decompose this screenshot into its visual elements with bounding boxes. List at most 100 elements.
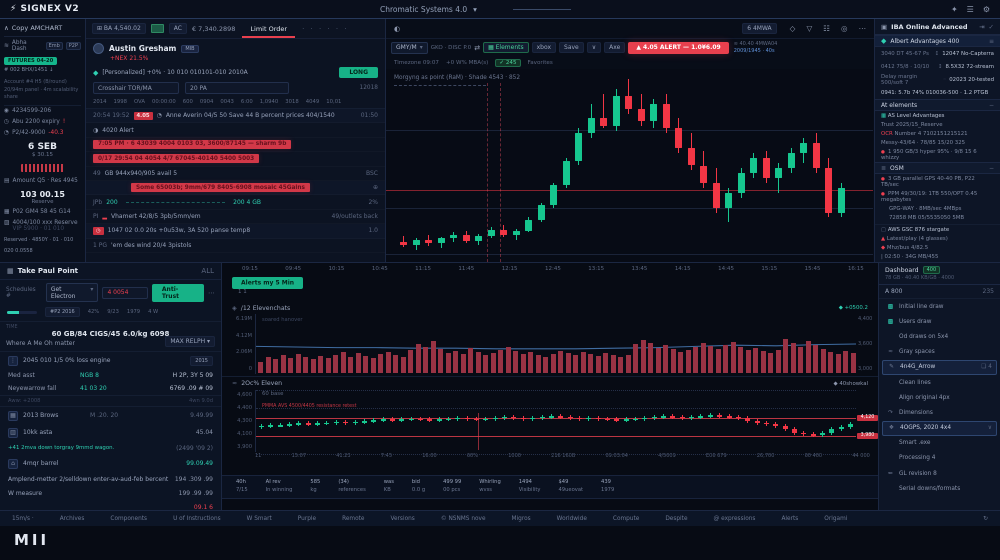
position-row[interactable]: Amplend-metter 2/selldown enter-av-aud-f…	[0, 472, 221, 486]
alert-feed-row[interactable]: 7:05 PM · 6 43039 4004 0103 03, 3600/871…	[86, 138, 385, 152]
footer-link[interactable]: Origami	[824, 515, 848, 522]
sidebar-item-account[interactable]: ◉ 4234599-206	[4, 108, 52, 114]
footer-link[interactable]: U of Instructions	[173, 515, 221, 522]
layout-icon[interactable]: ☷	[823, 24, 830, 33]
alert-feed-row[interactable]: 20:54 19:52 4.05 ◔ Anne Averin 04/5 50 Save…	[86, 109, 385, 124]
caret-chip[interactable]: ∨	[586, 42, 602, 53]
list-icon[interactable]: ≡	[988, 37, 994, 45]
tool-row[interactable]: ≈ Gray spaces	[882, 345, 997, 360]
mwa-chip[interactable]: 6 4MWA	[742, 23, 777, 34]
sidebar-item-dash[interactable]: ≋ Abha Dash Emb P2P	[4, 37, 81, 54]
footer-link[interactable]: @ expressions	[713, 515, 756, 522]
alert-button[interactable]: ▲ 4.05 ALERT — 1.0¥6.09	[628, 41, 729, 54]
sidebar-item-p2[interactable]: ◔ P2/42-9000 -40.3	[4, 130, 64, 136]
section-advantages[interactable]: ◆ Albert Advantages 400 ≡	[875, 35, 1000, 47]
tool-row[interactable]: Smart .exe	[882, 436, 997, 451]
title-caret-icon[interactable]: ▾	[473, 5, 477, 14]
tool-row[interactable]: ▩ Initial line draw	[882, 299, 997, 314]
sidebar-item-grid[interactable]: ▦ P02 GM4 58 45 G14	[4, 209, 71, 215]
tool-row[interactable]: ↷ Dimensions	[882, 405, 997, 420]
timezone-label[interactable]: Timezone 09:07	[394, 59, 439, 66]
dock-icon[interactable]: ⇥	[979, 22, 985, 31]
refresh-icon[interactable]: ↻	[983, 515, 988, 522]
axe-chip[interactable]: Axe	[604, 42, 626, 53]
footer-link[interactable]: W Smart	[246, 515, 272, 522]
tool-row[interactable]: Od draws on 5x4	[882, 329, 997, 344]
all-filter[interactable]: ALL	[201, 267, 214, 275]
advantages-row[interactable]: ▦ AS Level Advantages	[881, 112, 945, 119]
settings-icon[interactable]: ⚙	[982, 4, 990, 14]
footer-link[interactable]: Archives	[59, 515, 85, 522]
long-button[interactable]: LONG	[339, 67, 378, 78]
section-osm[interactable]: ≣ OSM −	[875, 162, 1000, 174]
sidebar-item-amount[interactable]: ▤ Amount Q5 · Res 4945	[4, 178, 78, 184]
alert-feed-row[interactable]: 49 GB 944x940/905 avail 5 BSC	[86, 167, 385, 181]
loss-engine-row[interactable]: ⋮ 2045 010 1/5 0% loss engine 2015	[0, 352, 221, 369]
balance-chip[interactable]: ⊞ BA 4,540.02	[92, 23, 146, 34]
futures-pill[interactable]: FUTURES 04-20	[4, 57, 58, 65]
xbox-chip[interactable]: xbox	[531, 42, 557, 53]
tool-row[interactable]: ✏ GL revision 8	[882, 466, 997, 481]
position-row[interactable]: ⌂ 4mqr barrel 99.09.49	[0, 455, 221, 472]
second-chart[interactable]: 4,600 4,400 4,300 4,100 3,900 60 base PMMA A…	[222, 389, 878, 459]
pin-icon[interactable]: ◎	[840, 24, 848, 33]
max-relph-button[interactable]: MAX RELPH ▾	[165, 336, 215, 347]
footer-link[interactable]: Purple	[297, 515, 317, 522]
footer-link[interactable]: © NSNMS nove	[440, 515, 486, 522]
position-row[interactable]: ▦ 2013 Brows M .20. 20 9.49.99	[0, 407, 221, 424]
p2-chip[interactable]: #P2 2016	[45, 307, 80, 317]
footer-link[interactable]: Components	[110, 515, 148, 522]
footer-link[interactable]: Despite	[665, 515, 688, 522]
check-chip[interactable]: ✓ 245	[495, 58, 521, 67]
tool-action[interactable]: ❏ 4	[981, 364, 992, 371]
tool-row[interactable]: Clean lines	[882, 375, 997, 390]
tool-row[interactable]: ▩ Users draw	[882, 314, 997, 329]
sidebar-header[interactable]: ∧ Copy AMCHART	[4, 22, 81, 37]
spark-icon[interactable]: ✦	[950, 4, 958, 14]
alerts-5min-button[interactable]: Alerts my 5 Min	[232, 276, 304, 289]
footer-link[interactable]: Alerts	[781, 515, 799, 522]
footer-link[interactable]: Worldwide	[556, 515, 587, 522]
mini-chart-thumb[interactable]	[150, 24, 164, 33]
volume-chart[interactable]: 6.19M 4.12M 2.06M 0 soared hanover 4,400 3,6…	[222, 314, 878, 374]
alert-feed-row[interactable]: Some 65003b; 9mm/679 8405-6908 mosaic 45…	[86, 180, 385, 196]
position-row[interactable]: W measure 199 .99 .99	[0, 486, 221, 500]
compass-icon[interactable]: ◇	[789, 24, 796, 33]
half-circle-icon[interactable]: ◐	[394, 24, 401, 33]
tool-row[interactable]: Processing 4	[882, 451, 997, 466]
alert-feed-row[interactable]: 0/17 29:54 04 4054 4/7 67045-40140 5400 …	[86, 152, 385, 166]
tab-limit-order[interactable]: Limit Order	[240, 22, 297, 38]
elements-chip[interactable]: ▦ Elements	[483, 42, 529, 53]
symbol-select[interactable]: GMY/M ▾	[391, 41, 428, 54]
candlestick-chart[interactable]: Morgyng as point (RaM) · Shade 4543 · 85…	[386, 69, 873, 262]
ac-chip[interactable]: AC	[168, 23, 187, 34]
alert-feed-row[interactable]: PI ▂ Vhamert 42/8/5 3pb/5mm/em 49/outlets b…	[86, 210, 385, 224]
alert-feed-row[interactable]: 1 PG 'em des wind 20/4 3pistols	[86, 239, 385, 253]
position-row[interactable]: ▥ 10kk asta 45.04	[0, 424, 221, 441]
footer-link[interactable]: Compute	[612, 515, 640, 522]
more-icon[interactable]: ⋯	[858, 24, 867, 33]
tool-row[interactable]: Align original 4px	[882, 390, 997, 405]
collapse-icon[interactable]: −	[988, 164, 994, 172]
aws-row[interactable]: ▢ AWS GSC 876 stargate	[875, 224, 1000, 234]
avatar[interactable]	[93, 43, 104, 54]
favorites-label[interactable]: Favorites	[527, 59, 553, 66]
section-elements[interactable]: At elements −	[875, 99, 1000, 111]
anti-trust-button[interactable]: Anti-Trust	[151, 283, 204, 302]
wifi-icon[interactable]: ▽	[806, 24, 813, 33]
warning-row[interactable]: ▲ Latest/play (4 glasses)	[881, 235, 948, 242]
tab-dots[interactable]: · · · · · ·	[302, 24, 349, 33]
alert-feed-row[interactable]: ◑ 4020 Alert	[86, 123, 385, 137]
position-link[interactable]: +41 2mva down torgray 9mmd wagon.	[8, 445, 115, 451]
tool-row[interactable]: Serial downs/formats	[882, 481, 997, 496]
position-row[interactable]: 09.1 6	[0, 500, 221, 514]
electron-select[interactable]: Get Electron ▾	[45, 283, 99, 302]
footer-link[interactable]: Versions	[390, 515, 415, 522]
more-icon[interactable]: ⋯	[208, 288, 215, 297]
alert-feed-row[interactable]: JPb 200 200 4 GB 2%	[86, 195, 385, 209]
tool-row[interactable]: ✎ 4n4G_Arrow ❏ 4	[882, 359, 997, 375]
amount-input[interactable]: 4 0054	[102, 286, 148, 299]
menu-icon[interactable]: ☰	[966, 4, 974, 14]
sidebar-item-expiry[interactable]: ◷ Abu 2200 expiry !	[4, 119, 66, 125]
tool-action[interactable]: ∨	[987, 425, 992, 432]
